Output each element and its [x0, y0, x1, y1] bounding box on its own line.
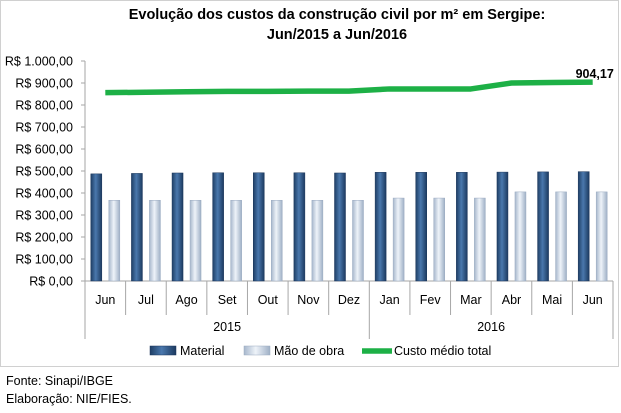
x-category-label: Out	[258, 293, 279, 307]
x-category-label: Set	[218, 293, 237, 307]
bar-material	[415, 172, 427, 282]
x-category-label: Jan	[380, 293, 400, 307]
data-label-last: 904,17	[576, 67, 614, 81]
bars	[90, 171, 608, 282]
bar-material	[577, 171, 590, 282]
x-category-label: Nov	[297, 293, 320, 307]
y-tick-label: R$ 800,00	[15, 99, 73, 113]
legend-label-material: Material	[180, 344, 224, 358]
bar-labor	[595, 191, 608, 282]
x-category-label: Mai	[542, 293, 562, 307]
bar-labor	[392, 197, 405, 282]
x-group-label: 2015	[213, 320, 241, 334]
x-category-label: Fev	[420, 293, 442, 307]
y-tick-label: R$ 200,00	[15, 231, 73, 245]
legend: Material Mão de obra Custo médio total	[149, 344, 491, 358]
legend-swatch-material	[149, 345, 177, 356]
credit-note: Elaboração: NIE/FIES.	[6, 392, 132, 406]
axes: R$ 0,00 R$ 100,00 R$ 200,00 R$ 300,00 R$ 400…	[5, 55, 613, 289]
cost-chart: Evolução dos custos da construção civil …	[5, 7, 614, 358]
bar-labor	[474, 197, 486, 282]
chart-title-line2: Jun/2015 a Jun/2016	[267, 27, 407, 43]
bar-labor	[271, 200, 283, 282]
bar-material	[496, 171, 509, 282]
x-axis-labels: Jun Jul Ago Set Out Nov Dez Jan Fev Mar Abr Mai Jun 2…	[84, 281, 614, 339]
x-category-label: Jun	[95, 293, 115, 307]
y-tick-label: R$ 100,00	[15, 253, 73, 267]
bar-labor	[514, 191, 527, 282]
y-tick-label: R$ 0,00	[29, 275, 73, 289]
bar-labor	[230, 200, 242, 282]
bar-labor	[433, 197, 445, 282]
bar-material	[253, 172, 265, 282]
bar-labor	[555, 191, 567, 282]
x-category-label: Mar	[460, 293, 482, 307]
x-category-label: Abr	[502, 293, 521, 307]
legend-swatch-labor	[243, 345, 271, 356]
bar-labor	[189, 200, 202, 282]
y-tick-label: R$ 900,00	[15, 77, 73, 91]
bar-material	[212, 172, 224, 282]
y-tick-label: R$ 500,00	[15, 165, 73, 179]
chart-frame	[0, 0, 619, 367]
bar-material	[537, 171, 549, 282]
bar-labor	[108, 200, 121, 282]
legend-label-total: Custo médio total	[394, 344, 491, 358]
x-category-label: Jul	[138, 293, 154, 307]
bar-labor	[311, 200, 324, 282]
y-tick-label: R$ 400,00	[15, 187, 73, 201]
x-category-label: Jun	[583, 293, 603, 307]
bar-material	[131, 173, 143, 282]
bar-labor	[352, 200, 364, 282]
x-group-label: 2016	[477, 320, 505, 334]
total-cost-line: 904,17	[105, 67, 614, 96]
source-note: Fonte: Sinapi/IBGE	[6, 374, 114, 388]
x-category-label: Dez	[338, 293, 360, 307]
legend-label-labor: Mão de obra	[274, 344, 344, 358]
bar-material	[334, 172, 346, 282]
y-tick-label: R$ 700,00	[15, 121, 73, 135]
bar-material	[171, 172, 184, 282]
bar-material	[374, 172, 387, 282]
x-category-label: Ago	[175, 293, 197, 307]
y-tick-label: R$ 600,00	[15, 143, 73, 157]
bar-material	[90, 173, 103, 282]
y-tick-label: R$ 1.000,00	[5, 55, 73, 69]
chart-title-line1: Evolução dos custos da construção civil …	[129, 7, 546, 23]
bar-material	[456, 172, 468, 282]
bar-labor	[149, 200, 161, 282]
y-tick-label: R$ 300,00	[15, 209, 73, 223]
bar-material	[293, 172, 306, 282]
total-cost-line-path	[105, 79, 593, 96]
